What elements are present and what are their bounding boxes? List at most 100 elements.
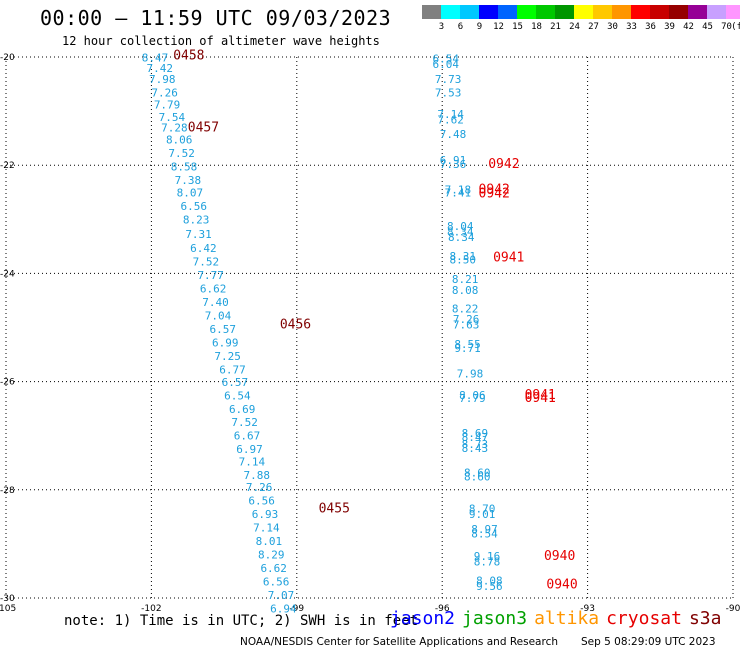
pass-time-label: 0942: [488, 157, 519, 172]
legend-label: 70: [721, 22, 732, 32]
wave-height-value: 7.42: [147, 62, 174, 75]
legend-label: 42: [683, 22, 694, 32]
wave-height-value: 7.54: [159, 111, 186, 124]
wave-height-value: 8.22: [452, 302, 479, 315]
legend-label: 24: [569, 22, 580, 32]
wave-height-value: 8.70: [469, 503, 496, 516]
legend-swatch: [726, 5, 740, 19]
wave-height-value: 7.26: [246, 481, 273, 494]
wave-height-value: 7.52: [168, 147, 195, 160]
lat-tick-label: -28: [0, 486, 15, 496]
wave-height-value: 7.52: [231, 416, 258, 429]
lat-tick-label: -26: [0, 378, 15, 388]
wave-height-value: 6.99: [212, 336, 239, 349]
wave-height-value: 7.14: [437, 108, 464, 121]
wave-height-value: 7.98: [457, 367, 484, 380]
pass-time-label: 0458: [173, 49, 204, 64]
satellite-altika: altika: [534, 608, 600, 629]
legend-swatch: [612, 5, 631, 19]
legend-label: 15: [512, 22, 523, 32]
wave-height-value: 7.73: [435, 73, 462, 86]
legend-swatch: [669, 5, 688, 19]
lon-tick-label: -105: [0, 604, 16, 614]
legend-label: 9: [476, 22, 483, 32]
lon-tick-label: -93: [580, 604, 595, 614]
legend-swatch: [650, 5, 669, 19]
page-subtitle: 12 hour collection of altimeter wave hei…: [62, 34, 380, 48]
wave-height-value: 6.56: [263, 576, 290, 589]
wave-height-value: 7.52: [193, 255, 220, 268]
wave-height-value: 8.01: [256, 535, 283, 548]
legend-swatch: [479, 5, 498, 19]
wave-height-value: 7.53: [435, 86, 462, 99]
wave-height-value: 7.14: [253, 521, 280, 534]
pass-time-label: 0940: [544, 549, 575, 564]
satellite-jason2: jason2: [390, 608, 456, 629]
page-title: 00:00 – 11:59 UTC 09/03/2023: [40, 6, 392, 30]
pass-time-label: 0942: [479, 182, 510, 197]
footer-credit: NOAA/NESDIS Center for Satellite Applica…: [240, 636, 558, 648]
legend-label: 18: [531, 22, 542, 32]
wave-height-value: 7.48: [440, 128, 467, 141]
wave-height-value: 7.79: [459, 392, 486, 405]
lon-tick-label: -99: [289, 604, 304, 614]
wave-height-value: 9.01: [469, 508, 496, 521]
pass-time-label: 0942: [479, 187, 510, 202]
wave-height-value: 7.36: [440, 158, 467, 171]
lat-tick-label: -24: [0, 269, 15, 279]
wave-height-value: 7.07: [268, 589, 295, 602]
wave-height-value: 8.06: [166, 134, 193, 147]
wave-height-value: 8.06: [459, 389, 486, 402]
wave-height-value: 6.97: [236, 443, 263, 456]
wave-height-value: 6.91: [440, 154, 467, 167]
wave-height-value: 7.28: [161, 122, 188, 135]
legend-swatch: [707, 5, 726, 19]
wave-height-value: 9.16: [474, 550, 501, 563]
wave-height-value: 8.47: [462, 431, 489, 444]
wave-height-value: 6.57: [222, 376, 249, 389]
wave-height-value: 8.60: [464, 466, 491, 479]
pass-time-label: 0940: [546, 577, 577, 592]
legend-swatch: [593, 5, 612, 19]
wave-height-value: 6.56: [180, 200, 207, 213]
wave-height-value: 8.50: [449, 254, 476, 267]
wave-height-value: 7.88: [243, 469, 270, 482]
legend-swatch: [517, 5, 536, 19]
wave-height-value: 8.43: [462, 442, 489, 455]
legend-unit: (ft): [731, 22, 740, 32]
wave-height-value: 6.93: [252, 508, 279, 521]
satellite-jason3: jason3: [462, 608, 528, 629]
wave-height-value: 9.71: [454, 342, 481, 355]
pass-time-label: 0457: [188, 121, 219, 136]
pass-time-label: 0941: [525, 391, 556, 406]
legend-swatch: [688, 5, 707, 19]
wave-height-value: 8.97: [471, 523, 498, 536]
wave-height-value: 6.69: [229, 403, 256, 416]
wave-height-value: 7.38: [175, 174, 202, 187]
wave-height-value: 8.34: [447, 226, 474, 239]
footer-note: note: 1) Time is in UTC; 2) SWH is in fe…: [64, 613, 419, 629]
wave-height-value: 8.08: [452, 284, 479, 297]
wave-height-value: 8.78: [474, 556, 501, 569]
wave-height-value: 6.67: [234, 429, 261, 442]
wave-height-value: 8.73: [462, 438, 489, 451]
wave-height-value: 9.56: [476, 580, 503, 593]
wave-height-value: 6.77: [219, 363, 246, 376]
wave-height-value: 8.29: [258, 549, 285, 562]
wave-height-value: 7.26: [453, 313, 480, 326]
legend-label: 6: [457, 22, 464, 32]
wave-height-value: 7.98: [149, 73, 176, 86]
wave-height-value: 6.54: [224, 389, 251, 402]
lon-tick-label: -90: [726, 604, 740, 614]
wave-height-value: 8.23: [183, 214, 210, 227]
wave-height-value: 8.08: [476, 574, 503, 587]
wave-height-value: 6.54: [433, 52, 460, 65]
wave-height-value: 8.54: [471, 527, 498, 540]
lon-tick-label: -102: [141, 604, 161, 614]
wave-height-value: 7.18: [445, 183, 472, 196]
wave-height-value: 7.31: [185, 228, 212, 241]
wave-height-value: 7.25: [214, 350, 241, 363]
legend-swatch: [441, 5, 460, 19]
